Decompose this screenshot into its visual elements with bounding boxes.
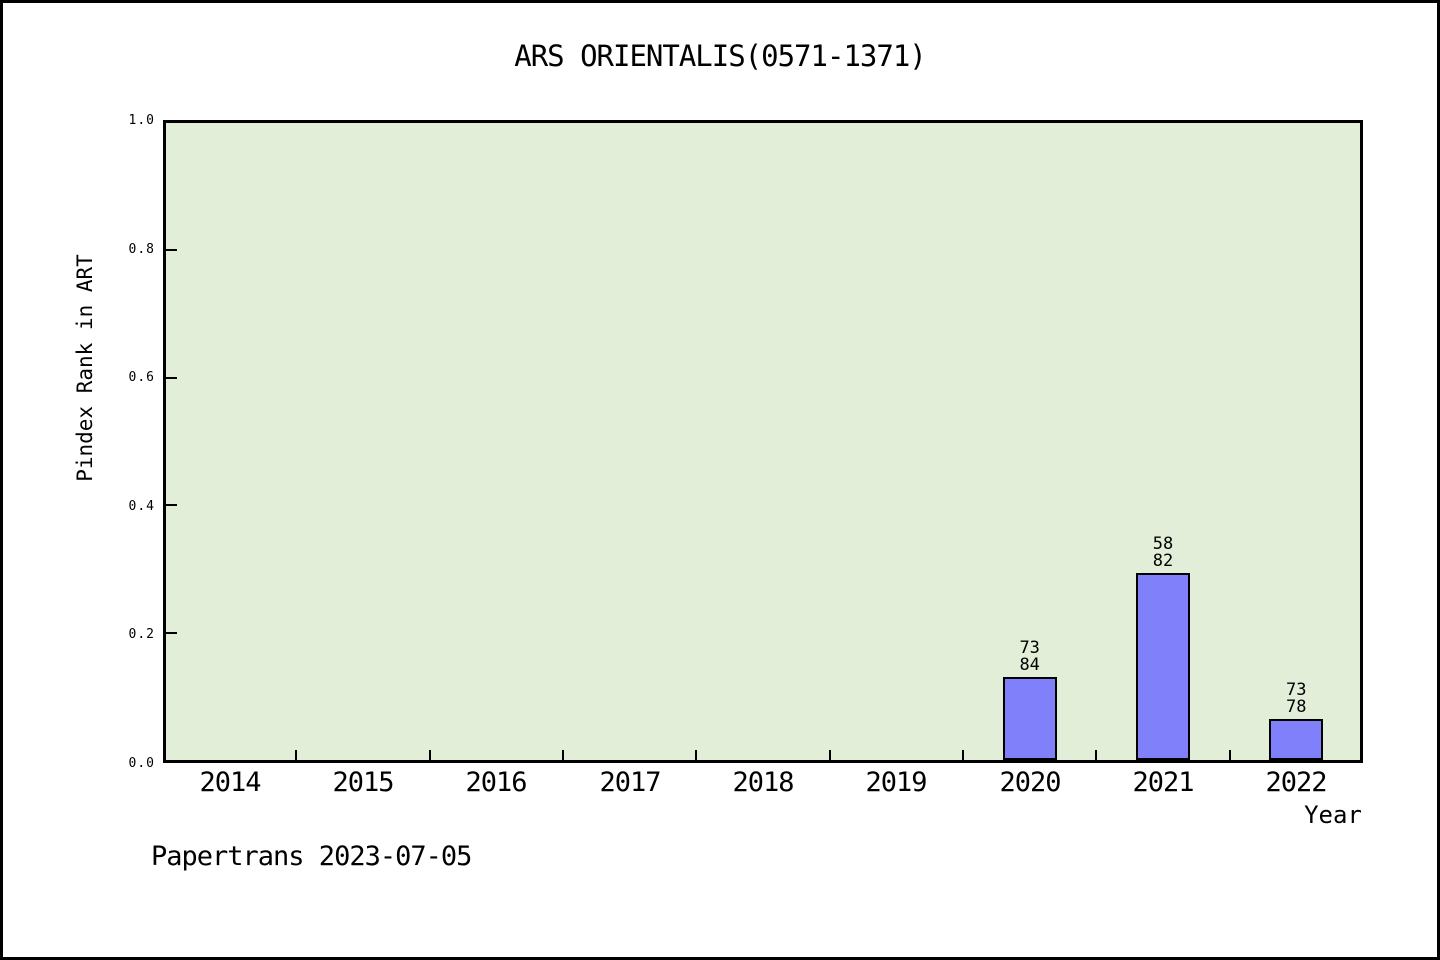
y-tick-label: 0.2	[128, 627, 155, 642]
x-tick-label: 2022	[1265, 767, 1327, 798]
x-tick-label: 2019	[865, 767, 927, 798]
x-tick-label: 2016	[465, 767, 527, 798]
y-tick-mark	[166, 377, 177, 379]
x-tick-label: 2018	[732, 767, 794, 798]
x-tick-mark	[829, 750, 831, 760]
plot-area: 73 84 58 82 73 78	[163, 120, 1363, 763]
bar-value-label: 73 84	[983, 640, 1077, 674]
bar-rect	[1136, 573, 1190, 760]
x-tick-label: 2014	[199, 767, 261, 798]
x-tick-mark	[429, 750, 431, 760]
bar-value-label: 58 82	[1116, 536, 1210, 570]
y-tick-label: 0.8	[128, 242, 155, 257]
y-tick-label: 0.0	[128, 756, 155, 771]
bar-value-label: 73 78	[1249, 682, 1343, 716]
bar-rank: 73	[1019, 638, 1040, 658]
watermark-text: Papertrans 2023-07-05	[151, 841, 472, 872]
x-tick-mark	[562, 750, 564, 760]
y-tick-label: 0.6	[128, 370, 155, 385]
y-tick-mark	[166, 632, 177, 634]
y-axis-title: Pindex Rank in ART	[73, 254, 97, 482]
y-tick-mark	[166, 504, 177, 506]
x-tick-label: 2020	[999, 767, 1061, 798]
x-tick-label: 2015	[332, 767, 394, 798]
x-tick-label: 2021	[1132, 767, 1194, 798]
bar-total: 84	[1019, 655, 1040, 675]
x-tick-mark	[695, 750, 697, 760]
bar-total: 82	[1152, 551, 1174, 571]
bar-rect	[1002, 677, 1057, 760]
x-tick-mark	[1229, 750, 1231, 760]
bar-rank: 73	[1286, 680, 1307, 700]
x-tick-mark	[1095, 750, 1097, 760]
y-tick-mark	[166, 249, 177, 251]
bar-rect	[1269, 719, 1324, 760]
x-tick-mark	[295, 750, 297, 760]
bar-2021: 58 82	[1136, 536, 1190, 760]
x-tick-mark	[962, 750, 964, 760]
bar-2022: 73 78	[1269, 682, 1324, 760]
y-tick-label: 0.4	[128, 499, 155, 514]
x-tick-label: 2017	[599, 767, 661, 798]
bar-rank: 58	[1152, 534, 1174, 554]
chart-title: ARS ORIENTALIS(0571-1371)	[514, 39, 927, 73]
bar-total: 78	[1286, 697, 1307, 717]
x-axis-title: Year	[1304, 801, 1362, 829]
bar-2020: 73 84	[1002, 640, 1057, 760]
y-tick-label: 1.0	[128, 113, 155, 128]
